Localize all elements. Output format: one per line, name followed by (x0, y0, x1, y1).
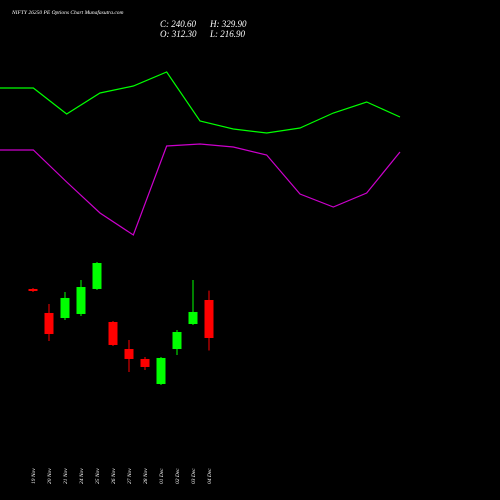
x-tick-label: 04 Dec (206, 468, 213, 484)
x-tick-label: 26 Nov (111, 468, 117, 484)
candle-body (44, 312, 54, 335)
candle-body (28, 288, 38, 291)
x-tick-label: 02 Dec (175, 468, 181, 484)
open-label: O: 312.30 (160, 29, 197, 39)
high-label: H: 329.90 (209, 19, 247, 29)
x-tick-label: 25 Nov (95, 468, 101, 484)
x-tick-label: 24 Nov (78, 468, 85, 484)
x-tick-label: 03 Dec (191, 468, 197, 484)
candle-body (76, 287, 86, 314)
candle-body (172, 332, 182, 350)
candle-body (108, 321, 118, 345)
chart-title: NIFTY 26250 PE Options Chart Munafasutra… (11, 9, 124, 16)
candle-body (188, 311, 198, 325)
candle-body (204, 299, 214, 338)
low-label: L: 216.90 (209, 29, 246, 39)
x-tick-label: 01 Dec (159, 468, 165, 484)
x-tick-label: 27 Nov (127, 468, 133, 484)
candle-body (60, 297, 70, 319)
indicator-line (0, 143, 401, 236)
close-label: C: 240.60 (160, 19, 197, 29)
candle-body (140, 358, 150, 367)
x-tick-label: 21 Nov (63, 468, 69, 484)
x-tick-label: 19 Nov (31, 468, 37, 484)
indicator-line (0, 71, 401, 134)
candle-body (92, 263, 102, 289)
candle-body (156, 357, 166, 384)
x-tick-label: 20 Nov (47, 468, 53, 484)
candle-body (124, 349, 134, 359)
x-tick-label: 28 Nov (143, 468, 149, 484)
